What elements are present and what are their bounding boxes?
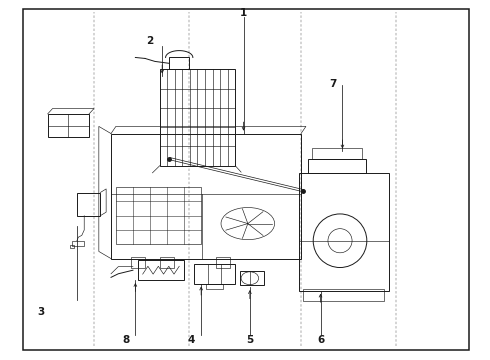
Bar <box>240 271 265 285</box>
Bar <box>308 158 366 173</box>
Bar <box>48 114 89 137</box>
Text: 6: 6 <box>317 335 324 345</box>
Bar <box>216 257 230 267</box>
Text: 4: 4 <box>188 335 195 345</box>
Bar <box>160 257 174 267</box>
Bar <box>312 148 362 158</box>
Bar <box>77 193 100 216</box>
Bar <box>194 264 235 284</box>
Bar <box>111 134 301 258</box>
Bar <box>116 187 201 244</box>
Bar <box>160 69 235 166</box>
Text: 8: 8 <box>122 335 129 345</box>
Bar <box>303 289 384 301</box>
Bar <box>170 58 189 69</box>
Text: 7: 7 <box>329 78 337 89</box>
Bar <box>138 260 184 280</box>
Bar <box>206 284 223 289</box>
Bar <box>72 241 84 246</box>
Bar <box>130 257 145 267</box>
Text: 3: 3 <box>38 307 45 317</box>
Bar <box>70 245 74 248</box>
Text: 2: 2 <box>147 36 154 46</box>
Bar <box>298 173 389 291</box>
Text: 5: 5 <box>246 335 253 345</box>
Text: 1: 1 <box>240 8 247 18</box>
